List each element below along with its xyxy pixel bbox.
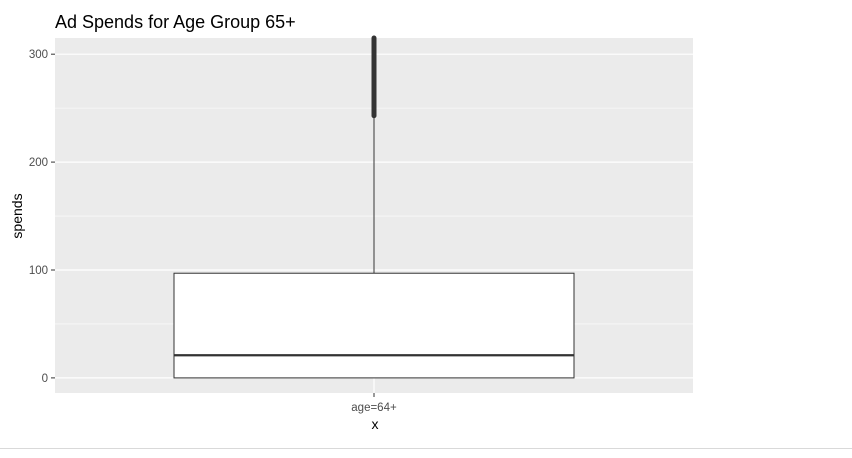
- y-axis-title: spends: [9, 193, 25, 238]
- chart-title: Ad Spends for Age Group 65+: [55, 12, 296, 32]
- axis-layer: 0 100 200 300 age=64+: [29, 49, 397, 414]
- bottom-divider: [0, 448, 852, 449]
- box-layer: [173, 35, 575, 379]
- y-tick-label: 0: [42, 373, 48, 385]
- y-tick-label: 300: [29, 49, 48, 61]
- y-tick-label: 100: [29, 265, 48, 277]
- y-tick-label: 200: [29, 157, 48, 169]
- box-iqr: [173, 272, 575, 379]
- x-axis-title: x: [372, 416, 379, 432]
- x-tick-label: age=64+: [351, 402, 397, 414]
